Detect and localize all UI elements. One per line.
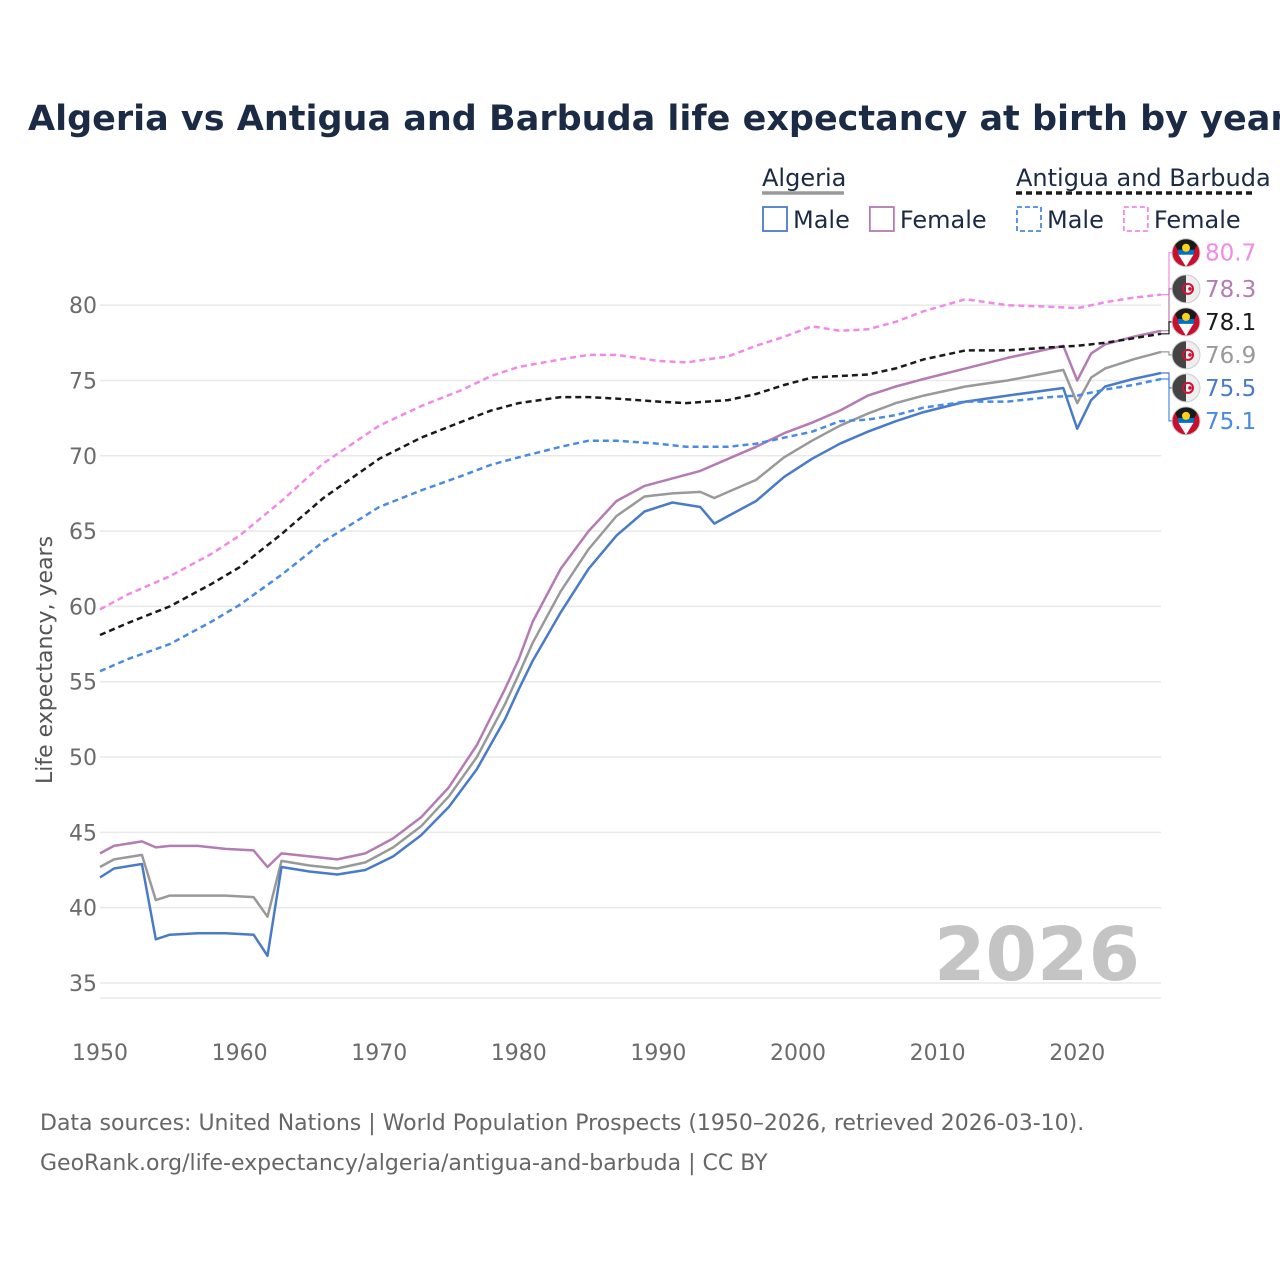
source-line-2: GeoRank.org/life-expectancy/algeria/anti… bbox=[40, 1151, 768, 1176]
algeria-flag-icon bbox=[1171, 274, 1201, 304]
legend-swatch bbox=[868, 206, 895, 232]
source-line-1: Data sources: United Nations | World Pop… bbox=[40, 1111, 1084, 1136]
x-tick-label: 1970 bbox=[351, 1041, 407, 1066]
series-line-dz-total bbox=[99, 350, 1162, 918]
grid-lines bbox=[100, 304, 1161, 999]
end-label-ag-total: 78.1 bbox=[1205, 310, 1256, 336]
end-label-dz-male: 75.5 bbox=[1205, 376, 1256, 402]
series-line-ag-female bbox=[99, 293, 1162, 611]
series-line-ag-total bbox=[99, 332, 1162, 637]
series-line-ag-male bbox=[99, 377, 1162, 673]
antigua-flag-icon bbox=[1171, 406, 1201, 436]
legend-swatch bbox=[1016, 206, 1042, 232]
end-label-dz-female: 78.3 bbox=[1205, 277, 1256, 303]
algeria-flag-icon bbox=[1171, 373, 1201, 403]
series-line-dz-female bbox=[99, 329, 1162, 869]
x-tick-label: 1980 bbox=[491, 1041, 547, 1066]
y-tick-label: 35 bbox=[69, 972, 97, 997]
legend-group-title: Antigua and Barbuda bbox=[1016, 164, 1271, 192]
y-tick-label: 65 bbox=[69, 520, 97, 545]
series-line-dz-male bbox=[99, 371, 1162, 958]
end-label-ag-male: 75.1 bbox=[1205, 409, 1256, 435]
legend-swatch bbox=[762, 206, 788, 232]
legend-swatch bbox=[1122, 206, 1149, 232]
x-tick-label: 2000 bbox=[770, 1041, 826, 1066]
legend-item-label: Male bbox=[1047, 206, 1104, 234]
end-labels: 80.7 78.3 78.1 76.9 75.5 75.1 bbox=[1161, 238, 1256, 436]
y-axis-ticks: 35 40 45 50 55 60 65 70 75 80 bbox=[69, 294, 97, 997]
y-tick-label: 60 bbox=[69, 595, 97, 620]
y-tick-label: 45 bbox=[69, 821, 97, 846]
y-tick-label: 40 bbox=[69, 897, 97, 922]
legend-group-title: Algeria bbox=[762, 164, 846, 192]
x-tick-label: 1990 bbox=[630, 1041, 686, 1066]
antigua-flag-icon bbox=[1171, 307, 1201, 337]
y-tick-label: 70 bbox=[69, 445, 97, 470]
end-label-dz-total: 76.9 bbox=[1205, 343, 1256, 369]
y-tick-label: 50 bbox=[69, 746, 97, 771]
x-tick-label: 2020 bbox=[1049, 1041, 1105, 1066]
y-axis-title: Life expectancy, years bbox=[33, 536, 58, 784]
y-tick-label: 55 bbox=[69, 671, 97, 696]
series-lines bbox=[99, 293, 1162, 958]
chart-title: Algeria vs Antigua and Barbuda life expe… bbox=[28, 99, 1280, 139]
algeria-flag-icon bbox=[1171, 340, 1201, 370]
year-watermark: 2026 bbox=[934, 912, 1140, 998]
end-label-ag-female: 80.7 bbox=[1205, 241, 1256, 267]
legend-item-label: Female bbox=[900, 206, 987, 234]
x-tick-label: 1960 bbox=[212, 1041, 268, 1066]
y-tick-label: 80 bbox=[69, 294, 97, 319]
legend-item-label: Female bbox=[1154, 206, 1241, 234]
x-tick-label: 2010 bbox=[910, 1041, 966, 1066]
legend-item-label: Male bbox=[793, 206, 850, 234]
antigua-flag-icon bbox=[1171, 238, 1201, 268]
legend: Algeria Male Female Antigua and Barbuda Male… bbox=[762, 164, 1271, 234]
y-tick-label: 75 bbox=[69, 369, 97, 394]
x-axis-ticks: 1950 1960 1970 1980 1990 2000 2010 2020 bbox=[72, 1041, 1105, 1066]
x-tick-label: 1950 bbox=[72, 1041, 128, 1066]
